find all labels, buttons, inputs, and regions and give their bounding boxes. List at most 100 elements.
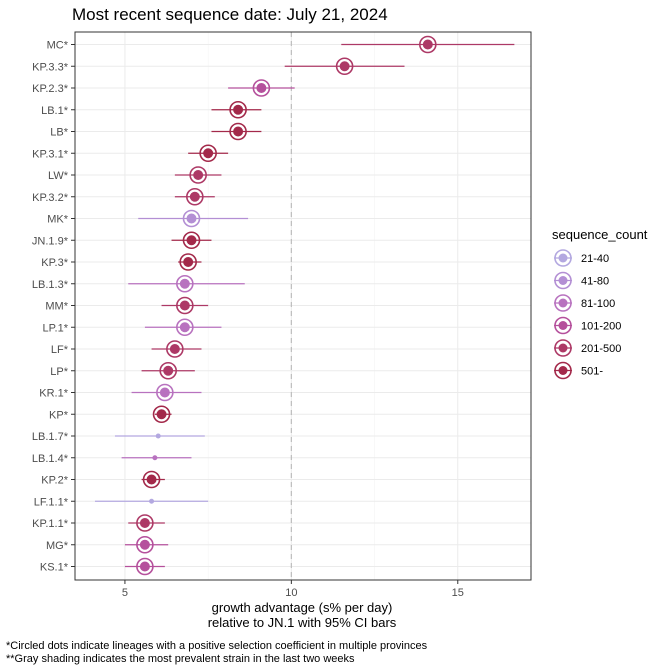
y-tick-label: KP.3.3* bbox=[32, 61, 69, 73]
y-tick-label: LB.1* bbox=[41, 105, 69, 117]
data-point bbox=[163, 365, 174, 376]
legend-key-circle bbox=[554, 271, 572, 290]
data-point bbox=[179, 300, 190, 311]
selection-circle bbox=[335, 57, 354, 76]
selection-circle bbox=[136, 514, 154, 532]
y-tick-label: LP.1* bbox=[43, 322, 69, 334]
legend-title: sequence_count bbox=[552, 227, 648, 242]
selection-circle bbox=[136, 535, 154, 554]
y-tick-label: KP.3.1* bbox=[32, 148, 69, 160]
y-tick-label: KP.2* bbox=[41, 475, 68, 487]
footnote-1: *Circled dots indicate lineages with a p… bbox=[6, 640, 428, 652]
selection-circle bbox=[182, 231, 201, 250]
legend: sequence_count 21-40 41-80 81-100 101-200 20… bbox=[552, 227, 648, 380]
y-tick-label: LW* bbox=[48, 170, 69, 182]
legend-key-circle bbox=[554, 361, 572, 380]
legend-label: 501- bbox=[581, 366, 603, 378]
legend-label: 201-500 bbox=[581, 343, 621, 355]
y-tick-label: KP.2.3* bbox=[32, 83, 69, 95]
data-point bbox=[139, 518, 150, 528]
y-tick-label: LB.1.7* bbox=[32, 431, 69, 443]
data-point bbox=[155, 433, 161, 439]
data-point bbox=[233, 126, 244, 137]
data-point bbox=[169, 344, 180, 354]
y-tick-label: LB* bbox=[50, 127, 68, 139]
selection-circle bbox=[152, 405, 171, 424]
data-point bbox=[422, 39, 433, 50]
selection-circle bbox=[159, 361, 177, 380]
legend-key-dot bbox=[558, 253, 568, 263]
selection-circle bbox=[176, 318, 194, 337]
data-point bbox=[156, 409, 167, 420]
y-tick-label: LB.1.4* bbox=[32, 453, 69, 465]
selection-circle bbox=[186, 187, 204, 206]
y-tick-label: KR.1* bbox=[39, 388, 68, 400]
y-tick-label: MM* bbox=[45, 301, 68, 313]
y-tick-label: KP.1.1* bbox=[32, 518, 69, 530]
legend-key-dot bbox=[558, 321, 568, 330]
data-point bbox=[183, 257, 194, 267]
data-point bbox=[139, 561, 150, 572]
data-point bbox=[152, 455, 158, 461]
selection-circle bbox=[156, 383, 174, 402]
y-tick-label: MG* bbox=[46, 540, 69, 552]
x-tick-label: 10 bbox=[285, 587, 297, 599]
data-point bbox=[339, 61, 350, 72]
data-point bbox=[186, 213, 197, 224]
legend-label: 21-40 bbox=[581, 253, 609, 265]
y-tick-label: KS.1* bbox=[40, 562, 69, 574]
selection-circle bbox=[419, 35, 437, 54]
data-point bbox=[139, 539, 150, 550]
y-tick-label: MK* bbox=[47, 214, 69, 226]
y-tick-label: MC* bbox=[47, 40, 69, 52]
y-tick-label: KP* bbox=[49, 409, 69, 421]
data-point bbox=[193, 170, 204, 180]
y-tick-label: LF* bbox=[51, 344, 69, 356]
data-point bbox=[149, 498, 155, 504]
data-point bbox=[189, 191, 200, 202]
selection-circle bbox=[142, 470, 161, 489]
legend-key-circle bbox=[554, 316, 572, 335]
legend-key-dot bbox=[558, 276, 568, 285]
y-tick-label: LB.1.3* bbox=[32, 279, 69, 291]
y-tick-label: LF.1.1* bbox=[34, 496, 69, 508]
data-point bbox=[179, 322, 190, 333]
selection-circle bbox=[182, 209, 201, 228]
footnote-2: **Gray shading indicates the most preval… bbox=[6, 653, 355, 665]
selection-circle bbox=[179, 253, 197, 271]
data-point bbox=[203, 148, 214, 159]
legend-key-dot bbox=[558, 343, 568, 353]
y-tick-label: KP.3.2* bbox=[32, 192, 69, 204]
plot-area: MC* KP.3.3* KP.2.3* LB.1* LB* KP.3.1* LW* KP.3.… bbox=[32, 31, 532, 599]
data-point bbox=[233, 104, 244, 115]
data-point bbox=[186, 235, 197, 246]
y-tick-label: LP* bbox=[50, 366, 68, 378]
selection-circle bbox=[229, 100, 247, 119]
selection-circle bbox=[166, 340, 184, 358]
selection-circle bbox=[229, 122, 247, 141]
selection-circle bbox=[252, 79, 271, 97]
selection-circle bbox=[136, 557, 154, 576]
y-tick-label: JN.1.9* bbox=[32, 235, 69, 247]
selection-circle bbox=[199, 144, 217, 163]
legend-label: 41-80 bbox=[581, 276, 609, 288]
data-point bbox=[159, 387, 170, 398]
x-axis-label-line2: relative to JN.1 with 95% CI bars bbox=[208, 615, 397, 630]
legend-key-dot bbox=[558, 298, 568, 308]
selection-circle bbox=[176, 296, 194, 315]
data-point bbox=[256, 83, 267, 93]
data-point bbox=[179, 278, 190, 289]
chart-title: Most recent sequence date: July 21, 2024 bbox=[72, 5, 388, 24]
data-point bbox=[146, 474, 157, 485]
legend-key-dot bbox=[558, 366, 568, 375]
legend-label: 81-100 bbox=[581, 298, 615, 310]
legend-key-circle bbox=[554, 294, 572, 312]
legend-key-circle bbox=[554, 339, 572, 357]
legend-label: 101-200 bbox=[581, 321, 621, 333]
x-tick-label: 15 bbox=[452, 587, 464, 599]
x-tick-label: 5 bbox=[122, 587, 128, 599]
selection-circle bbox=[189, 166, 207, 184]
y-tick-label: KP.3* bbox=[41, 257, 68, 269]
plot-border bbox=[74, 31, 532, 581]
